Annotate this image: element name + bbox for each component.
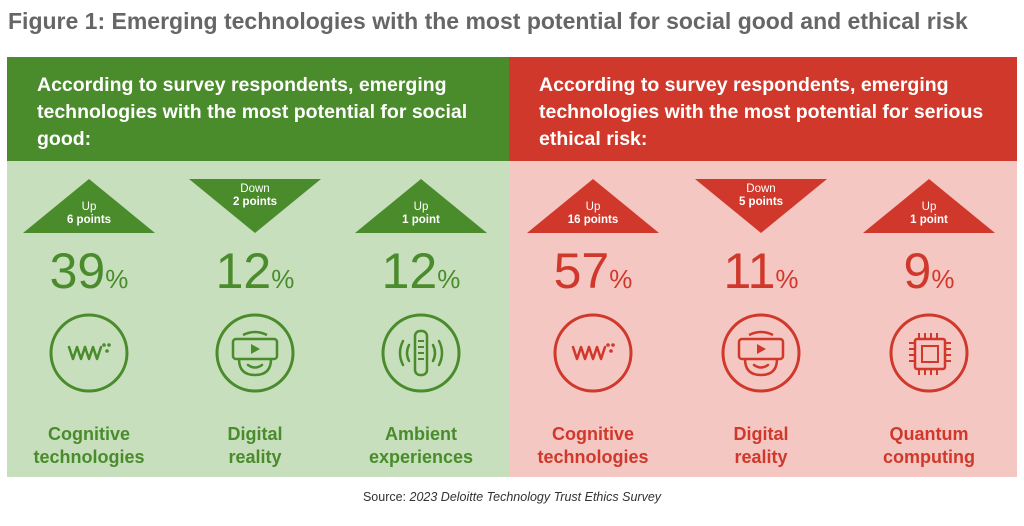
source-title: 2023 Deloitte Technology Trust Ethics Su… xyxy=(409,490,662,504)
category-label: Ambient experiences xyxy=(341,423,501,469)
percent-sign: % xyxy=(271,264,295,294)
percentage-value: 12% xyxy=(175,243,335,307)
change-points: 16 points xyxy=(567,214,619,226)
category-label: Digital reality xyxy=(175,423,335,469)
source-note: Source: 2023 Deloitte Technology Trust E… xyxy=(0,490,1024,504)
category-label-line: Cognitive xyxy=(551,424,634,444)
category-label: Digital reality xyxy=(681,423,841,469)
category-label-line: Cognitive xyxy=(47,424,130,444)
tech-column: Up 16 points 57% Cognitive technologies xyxy=(513,161,673,477)
quantum-icon xyxy=(887,311,971,395)
category-label-line: reality xyxy=(734,447,788,467)
percentage-number: 12 xyxy=(215,243,272,299)
change-down-triangle: Down 5 points xyxy=(695,179,827,233)
category-label-line: technologies xyxy=(537,447,649,467)
change-direction: Up xyxy=(585,201,601,213)
percent-sign: % xyxy=(775,264,799,294)
source-prefix: Source: xyxy=(362,490,410,504)
percentage-value: 9% xyxy=(849,243,1009,307)
change-up-triangle: Up 6 points xyxy=(23,179,155,233)
figure-title: Figure 1: Emerging technologies with the… xyxy=(8,8,968,34)
percentage-number: 57 xyxy=(553,243,610,299)
percentage-number: 39 xyxy=(49,243,106,299)
cognitive-icon xyxy=(47,311,131,395)
percentage-value: 11% xyxy=(681,243,841,307)
percentage-value: 39% xyxy=(9,243,169,307)
digital-reality-icon xyxy=(719,311,803,395)
percent-sign: % xyxy=(105,264,129,294)
category-label: Quantum computing xyxy=(849,423,1009,469)
percent-sign: % xyxy=(931,264,955,294)
social-good-header: According to survey respondents, emergin… xyxy=(7,57,509,161)
percentage-number: 11 xyxy=(723,243,776,299)
tech-column: Down 5 points 11% Digital reality xyxy=(681,161,841,477)
category-label-line: Quantum xyxy=(889,424,969,444)
change-direction: Down xyxy=(240,183,270,195)
change-direction: Up xyxy=(921,201,937,213)
percent-sign: % xyxy=(609,264,633,294)
social-good-panel: According to survey respondents, emergin… xyxy=(7,57,509,477)
change-up-triangle: Up 1 point xyxy=(355,179,487,233)
tech-column: Up 1 point 9% Quantum computing xyxy=(849,161,1009,477)
tech-column: Up 1 point 12% Ambient experiences xyxy=(341,161,501,477)
ethical-risk-header: According to survey respondents, emergin… xyxy=(509,57,1017,161)
category-label-line: Digital xyxy=(733,424,789,444)
change-points: 1 point xyxy=(402,214,440,226)
category-label-line: computing xyxy=(883,447,975,467)
change-points: 6 points xyxy=(66,214,112,226)
category-label-line: Digital xyxy=(227,424,283,444)
category-label-line: reality xyxy=(228,447,282,467)
tech-column: Up 6 points 39% Cognitive technologies xyxy=(9,161,169,477)
category-label-line: experiences xyxy=(368,447,474,467)
percentage-value: 12% xyxy=(341,243,501,307)
category-label: Cognitive technologies xyxy=(9,423,169,469)
percentage-number: 12 xyxy=(381,243,438,299)
change-points: 1 point xyxy=(910,214,948,226)
change-direction: Down xyxy=(746,183,776,195)
percentage-value: 57% xyxy=(513,243,673,307)
percentage-number: 9 xyxy=(903,243,932,299)
change-direction: Up xyxy=(81,201,97,213)
change-up-triangle: Up 1 point xyxy=(863,179,995,233)
cognitive-icon xyxy=(551,311,635,395)
category-label-line: Ambient xyxy=(385,424,457,444)
digital-reality-icon xyxy=(213,311,297,395)
change-direction: Up xyxy=(413,201,429,213)
change-up-triangle: Up 16 points xyxy=(527,179,659,233)
category-label-line: technologies xyxy=(33,447,145,467)
ethical-risk-panel: According to survey respondents, emergin… xyxy=(509,57,1017,477)
ambient-icon xyxy=(379,311,463,395)
change-points: 2 points xyxy=(232,196,278,208)
tech-column: Down 2 points 12% Digital reality xyxy=(175,161,335,477)
change-points: 5 points xyxy=(738,196,784,208)
change-down-triangle: Down 2 points xyxy=(189,179,321,233)
percent-sign: % xyxy=(437,264,461,294)
category-label: Cognitive technologies xyxy=(513,423,673,469)
